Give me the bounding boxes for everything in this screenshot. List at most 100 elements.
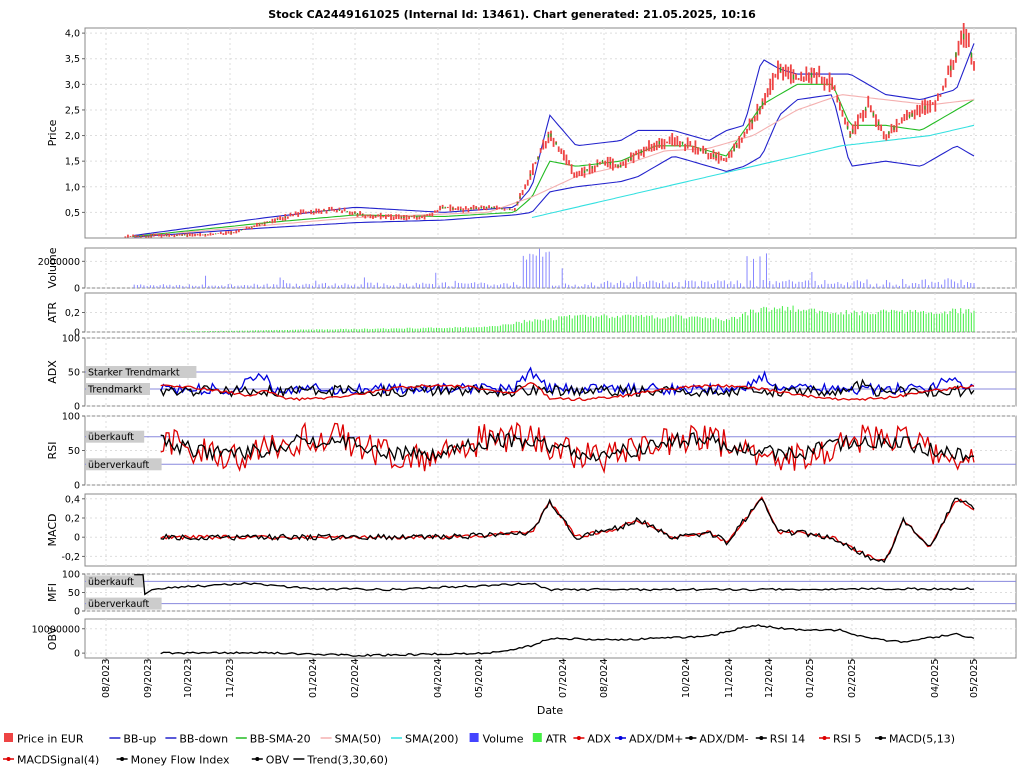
band-label-bg <box>86 458 162 471</box>
y-tick-label: 100 <box>62 334 80 345</box>
band-label-bg <box>86 597 162 610</box>
y-tick-label: 0 <box>74 607 80 618</box>
legend-swatch-dot <box>878 736 883 740</box>
legend-item: BB-down <box>179 733 228 746</box>
x-tick-label: 11/2023 <box>225 659 236 698</box>
x-tick-label: 08/2024 <box>599 659 610 698</box>
y-axis-label: MACD <box>46 514 59 547</box>
legend-item: MACD(5,13) <box>889 733 955 746</box>
x-axis-label: Date <box>537 704 564 717</box>
y-tick-label: 3,5 <box>65 54 80 65</box>
x-tick-label: 04/2024 <box>433 659 444 698</box>
x-tick-label: 12/2024 <box>764 659 775 698</box>
legend-item: RSI 5 <box>833 733 861 746</box>
y-axis-label: Volume <box>46 247 59 288</box>
legend-swatch-dot <box>120 757 125 761</box>
series-sma-200- <box>531 124 975 219</box>
y-tick-label: 2,0 <box>65 131 80 142</box>
legend-item: SMA(200) <box>405 733 459 746</box>
band-label-bg <box>86 383 150 395</box>
series-obv <box>160 624 975 657</box>
y-tick-label: 0 <box>74 402 80 413</box>
legend-item: BB-SMA-20 <box>250 733 311 746</box>
y-axis-label: MFI <box>46 583 59 602</box>
y-axis-label: RSI <box>46 442 59 460</box>
y-tick-label: 50 <box>68 368 80 379</box>
y-axis-label: ADX <box>46 360 59 384</box>
y-tick-label: 2000000 <box>38 257 80 268</box>
series-rsi-14 <box>160 431 975 463</box>
y-tick-label: -0,2 <box>61 552 80 563</box>
x-tick-label: 02/2024 <box>350 659 361 698</box>
x-tick-label: 10/2024 <box>681 659 692 698</box>
y-tick-label: 2,5 <box>65 105 80 116</box>
x-tick-label: 02/2025 <box>847 659 858 698</box>
x-tick-label: 01/2025 <box>805 659 816 698</box>
y-tick-label: 0 <box>74 533 80 544</box>
x-tick-label: 07/2024 <box>558 659 569 698</box>
legend-item: Trend(3,30,60) <box>306 754 388 767</box>
band-label: Starker Trendmarkt <box>88 368 180 379</box>
legend-swatch-dot <box>822 736 827 740</box>
x-tick-label: 09/2023 <box>143 659 154 698</box>
y-tick-label: 0,5 <box>65 208 80 219</box>
y-axis-label: ATR <box>46 302 59 323</box>
x-tick-label: 04/2025 <box>930 659 941 698</box>
y-tick-label: 4,0 <box>65 29 80 40</box>
legend-item: RSI 14 <box>770 733 805 746</box>
legend-swatch-dot <box>688 736 693 740</box>
legend-item: Volume <box>483 733 524 746</box>
legend-item: ADX <box>587 733 611 746</box>
chart-title: Stock CA2449161025 (Internal Id: 13461).… <box>268 8 756 21</box>
legend-swatch-dot <box>759 736 764 740</box>
y-tick-label: 50 <box>68 588 80 599</box>
panel-macd <box>84 493 1017 567</box>
legend-swatch-dot <box>255 757 260 761</box>
legend-swatch <box>532 733 542 742</box>
legend-swatch-dot <box>576 736 581 740</box>
legend-item: OBV <box>266 754 290 767</box>
band-label: überkauft <box>88 577 134 588</box>
x-tick-label: 01/2024 <box>308 659 319 698</box>
x-tick-label: 05/2024 <box>474 659 485 698</box>
band-label: überkauft <box>88 432 134 443</box>
y-tick-label: 100 <box>62 570 80 581</box>
panel-volume <box>84 247 1017 289</box>
y-tick-label: 0 <box>74 481 80 492</box>
y-axis-label: OBV <box>46 626 59 650</box>
series-bb-up <box>134 43 975 236</box>
legend-item: ADX/DM+ <box>629 733 683 746</box>
y-tick-label: 0 <box>74 284 80 295</box>
x-tick-label: 08/2023 <box>101 659 112 698</box>
x-tick-label: 05/2025 <box>969 659 980 698</box>
series-adx-dm-plus <box>160 366 975 397</box>
y-tick-label: 100 <box>62 412 80 423</box>
legend-swatch-dot <box>6 757 11 761</box>
y-tick-label: 10000000 <box>32 624 80 635</box>
y-tick-label: 0 <box>74 649 80 660</box>
y-tick-label: 1,0 <box>65 182 80 193</box>
series-adx <box>160 382 975 402</box>
series-money-flow-index <box>134 574 975 596</box>
legend-item: BB-up <box>123 733 156 746</box>
legend-item: ADX/DM- <box>699 733 748 746</box>
y-tick-label: 3,0 <box>65 80 80 91</box>
y-tick-label: 50 <box>68 446 80 457</box>
band-label: überverkauft <box>88 460 150 471</box>
y-axis-label: Price <box>46 119 59 146</box>
legend-swatch <box>469 733 479 742</box>
legend-item: SMA(50) <box>335 733 382 746</box>
x-tick-label: 10/2023 <box>183 659 194 698</box>
legend-item: Price in EUR <box>17 733 84 746</box>
band-label-bg <box>86 575 145 588</box>
series-bb-down <box>134 94 975 238</box>
y-tick-label: 0,2 <box>65 308 80 319</box>
x-tick-label: 11/2024 <box>724 659 735 698</box>
y-tick-label: 1,5 <box>65 157 80 168</box>
legend-item: ATR <box>546 733 567 746</box>
legend-item: MACDSignal(4) <box>17 754 99 767</box>
band-label-bg <box>86 430 145 443</box>
y-tick-label: 0,2 <box>65 514 80 525</box>
band-label-bg <box>86 366 197 378</box>
